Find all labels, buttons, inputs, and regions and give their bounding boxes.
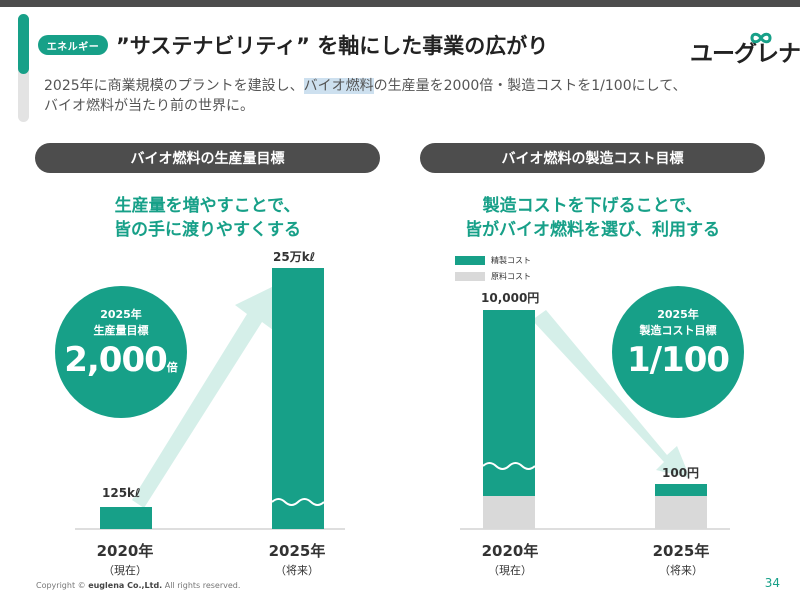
- page-title: ”サステナビリティ” を軸にした事業の広がり: [116, 34, 549, 58]
- cost-bar-2025-raw: [655, 496, 707, 529]
- production-x-2020: 2020年 （現在）: [80, 540, 170, 578]
- production-x-2025-sub: （将来）: [275, 564, 319, 577]
- production-headline-1: 生産量を増やすことで、: [114, 196, 301, 216]
- cost-x-2020-sub: （現在）: [488, 564, 532, 577]
- copyright-rights: All rights reserved.: [162, 581, 241, 590]
- logo-text: ユーグレナ: [690, 41, 800, 67]
- legend-label-refining: 精製コスト: [491, 255, 531, 265]
- cost-bar-2025-refining: [655, 484, 707, 496]
- legend-label-raw: 原料コスト: [491, 271, 531, 281]
- production-badge-label: 生産量目標: [93, 324, 149, 337]
- copyright: Copyright © euglena Co.,Ltd. All rights …: [36, 581, 240, 590]
- category-tag: エネルギー: [38, 35, 108, 55]
- cost-badge-year: 2025年: [657, 308, 699, 321]
- subtitle: 2025年に商業規模のプラントを建設し、バイオ燃料の生産量を2000倍・製造コス…: [44, 76, 764, 116]
- cost-legend: 精製コスト 原料コスト: [455, 253, 531, 285]
- production-x-2020-year: 2020年: [96, 542, 154, 560]
- production-badge-unit: 倍: [166, 361, 178, 374]
- production-headline-2: 皆の手に渡りやすくする: [114, 220, 301, 240]
- cost-x-2025: 2025年 （将来）: [636, 540, 726, 578]
- production-badge-value-wrap: 2,000倍: [55, 340, 187, 380]
- cost-badge-label: 製造コスト目標: [639, 324, 717, 337]
- production-target-pill: バイオ燃料の生産量目標: [35, 143, 380, 173]
- side-accent-bar: [18, 14, 29, 122]
- subtitle-highlight: バイオ燃料: [303, 78, 374, 94]
- production-headline: 生産量を増やすことで、 皆の手に渡りやすくする: [35, 194, 380, 242]
- cost-headline: 製造コストを下げることで、 皆がバイオ燃料を選び、利用する: [420, 194, 765, 242]
- production-badge-value: 2,000: [64, 340, 168, 380]
- legend-swatch-raw: [455, 271, 485, 281]
- infinity-logo-icon: [750, 32, 772, 44]
- top-bar: [0, 0, 800, 7]
- subtitle-part1: 2025年に商業規模のプラントを建設し、: [44, 78, 304, 94]
- production-value-2020: 125kℓ: [102, 486, 141, 500]
- production-bar-2020: [100, 507, 152, 529]
- subtitle-line2: バイオ燃料が当たり前の世界に。: [44, 98, 254, 114]
- company-logo: ユーグレナ: [690, 30, 800, 67]
- production-x-2025: 2025年 （将来）: [252, 540, 342, 578]
- cost-headline-1: 製造コストを下げることで、: [482, 196, 703, 216]
- production-axis-break: [271, 498, 325, 506]
- cost-target-badge: 2025年 製造コスト目標 1/100: [612, 286, 744, 418]
- cost-down-arrow: [532, 310, 690, 478]
- legend-swatch-refining: [455, 255, 485, 265]
- production-value-2025: 25万kℓ: [273, 250, 316, 264]
- copyright-prefix: Copyright ©: [36, 581, 89, 590]
- production-x-2020-sub: （現在）: [103, 564, 147, 577]
- legend-item-refining: 精製コスト: [455, 253, 531, 267]
- cost-x-2020: 2020年 （現在）: [465, 540, 555, 578]
- production-badge-year: 2025年: [100, 308, 142, 321]
- cost-value-2020: 10,000円: [481, 291, 540, 305]
- growth-arrow: [132, 285, 276, 508]
- cost-x-2020-year: 2020年: [481, 542, 539, 560]
- cost-bar-2020-raw: [483, 496, 535, 529]
- cost-value-2025: 100円: [662, 466, 700, 480]
- cost-headline-2: 皆がバイオ燃料を選び、利用する: [465, 220, 720, 240]
- legend-item-raw: 原料コスト: [455, 269, 531, 283]
- page-number: 34: [764, 576, 780, 590]
- cost-x-2025-sub: （将来）: [659, 564, 703, 577]
- production-bar-2025: [272, 268, 324, 529]
- production-target-badge: 2025年 生産量目標 2,000倍: [55, 286, 187, 418]
- cost-target-pill: バイオ燃料の製造コスト目標: [420, 143, 765, 173]
- copyright-company: euglena Co.,Ltd.: [88, 581, 163, 590]
- cost-axis-break: [482, 462, 536, 470]
- subtitle-part2: の生産量を2000倍・製造コストを1/100にして、: [373, 78, 687, 94]
- cost-x-2025-year: 2025年: [652, 542, 710, 560]
- cost-badge-value: 1/100: [626, 340, 730, 380]
- production-x-2025-year: 2025年: [268, 542, 326, 560]
